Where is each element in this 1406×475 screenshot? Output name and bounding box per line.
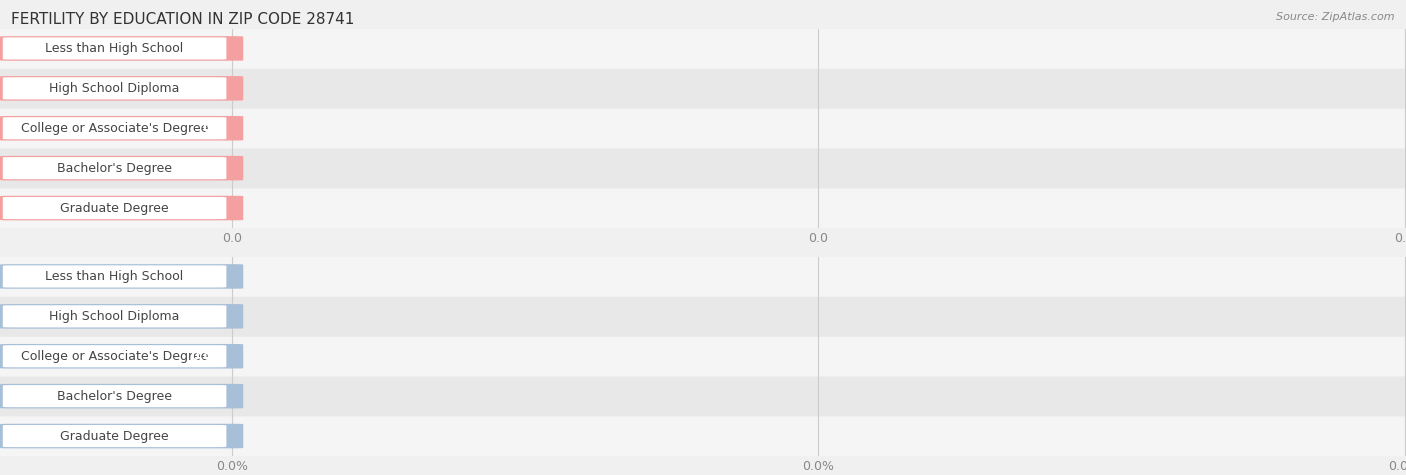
FancyBboxPatch shape xyxy=(3,117,226,139)
Bar xyxy=(0,69,1406,107)
Bar xyxy=(0,417,1406,455)
Text: 0.0: 0.0 xyxy=(202,122,225,135)
FancyBboxPatch shape xyxy=(3,385,226,407)
Text: High School Diploma: High School Diploma xyxy=(49,82,180,95)
FancyBboxPatch shape xyxy=(3,305,226,327)
FancyBboxPatch shape xyxy=(3,425,226,447)
Text: College or Associate's Degree: College or Associate's Degree xyxy=(21,350,208,363)
FancyBboxPatch shape xyxy=(3,197,226,219)
Text: High School Diploma: High School Diploma xyxy=(49,310,180,323)
Text: Bachelor's Degree: Bachelor's Degree xyxy=(58,390,172,403)
FancyBboxPatch shape xyxy=(3,77,226,99)
FancyBboxPatch shape xyxy=(0,156,243,180)
FancyBboxPatch shape xyxy=(0,304,243,329)
Bar xyxy=(0,297,1406,335)
FancyBboxPatch shape xyxy=(3,266,226,287)
FancyBboxPatch shape xyxy=(0,384,243,408)
Text: 0.0%: 0.0% xyxy=(190,390,225,403)
FancyBboxPatch shape xyxy=(0,344,243,369)
Bar xyxy=(0,29,1406,67)
FancyBboxPatch shape xyxy=(0,424,243,448)
FancyBboxPatch shape xyxy=(3,345,226,367)
Text: 0.0: 0.0 xyxy=(202,42,225,55)
Text: Bachelor's Degree: Bachelor's Degree xyxy=(58,162,172,175)
Text: FERTILITY BY EDUCATION IN ZIP CODE 28741: FERTILITY BY EDUCATION IN ZIP CODE 28741 xyxy=(11,12,354,27)
Text: 0.0: 0.0 xyxy=(202,82,225,95)
FancyBboxPatch shape xyxy=(0,264,243,289)
FancyBboxPatch shape xyxy=(0,116,243,141)
Text: Source: ZipAtlas.com: Source: ZipAtlas.com xyxy=(1277,12,1395,22)
Text: 0.0%: 0.0% xyxy=(190,270,225,283)
Text: 0.0%: 0.0% xyxy=(190,350,225,363)
FancyBboxPatch shape xyxy=(0,76,243,101)
Text: Graduate Degree: Graduate Degree xyxy=(60,429,169,443)
Text: Less than High School: Less than High School xyxy=(45,270,184,283)
FancyBboxPatch shape xyxy=(0,196,243,220)
FancyBboxPatch shape xyxy=(3,157,226,179)
FancyBboxPatch shape xyxy=(0,36,243,61)
FancyBboxPatch shape xyxy=(3,38,226,59)
Text: 0.0: 0.0 xyxy=(202,162,225,175)
Bar xyxy=(0,337,1406,375)
Text: Graduate Degree: Graduate Degree xyxy=(60,201,169,215)
Bar xyxy=(0,189,1406,227)
Bar xyxy=(0,257,1406,295)
Text: Less than High School: Less than High School xyxy=(45,42,184,55)
Text: 0.0: 0.0 xyxy=(202,201,225,215)
Text: College or Associate's Degree: College or Associate's Degree xyxy=(21,122,208,135)
Text: 0.0%: 0.0% xyxy=(190,310,225,323)
Bar xyxy=(0,109,1406,147)
Text: 0.0%: 0.0% xyxy=(190,429,225,443)
Bar xyxy=(0,149,1406,187)
Bar xyxy=(0,377,1406,415)
